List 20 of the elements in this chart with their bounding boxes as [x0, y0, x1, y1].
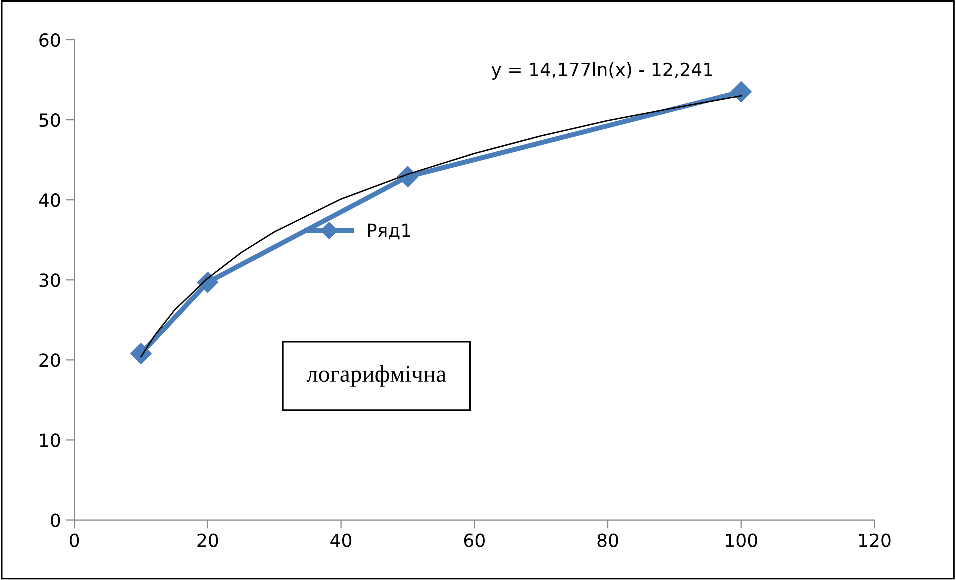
x-tick-label: 60 — [464, 534, 485, 548]
y-tick-label: 20 — [40, 354, 60, 368]
x-tick-label: 120 — [859, 534, 891, 548]
x-tick-label: 0 — [70, 534, 80, 548]
x-tick-label: 20 — [198, 534, 218, 548]
x-tick-label: 100 — [726, 534, 758, 548]
y-tick-label: 50 — [40, 114, 60, 128]
x-tick-label: 40 — [330, 534, 352, 548]
annotation: логарифмічна — [306, 365, 446, 387]
point — [130, 343, 152, 364]
legend-label: Ряд1 — [368, 224, 410, 240]
point — [197, 272, 218, 294]
y-tick-label: 60 — [40, 33, 60, 48]
y-tick-label: 10 — [40, 434, 60, 448]
x-tick-label: 80 — [598, 534, 618, 548]
y-tick-label: 30 — [40, 274, 60, 288]
annotation: y = 14,177ln(x) - 12,241 — [492, 62, 712, 80]
point — [730, 82, 752, 103]
y-tick-label: 40 — [39, 194, 60, 208]
y-tick-label: 0 — [51, 514, 60, 528]
